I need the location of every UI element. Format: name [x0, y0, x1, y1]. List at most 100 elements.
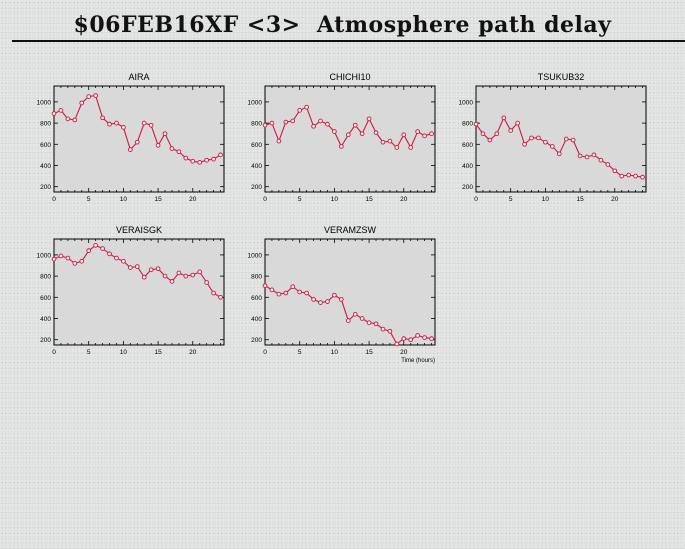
data-point [429, 131, 434, 137]
data-point [283, 119, 289, 125]
data-point [121, 124, 126, 130]
data-point [290, 284, 296, 290]
y-tick-label: 400 [251, 316, 262, 323]
data-point [65, 116, 71, 122]
data-point [148, 267, 154, 273]
data-point [162, 131, 168, 137]
data-point [86, 94, 92, 99]
data-point [536, 135, 541, 141]
data-point [72, 261, 78, 266]
y-tick-label: 400 [40, 316, 51, 323]
y-tick-label: 1000 [37, 99, 52, 106]
x-tick-label: 5 [298, 196, 302, 203]
data-point [197, 269, 203, 275]
data-point [415, 333, 421, 338]
data-point [529, 135, 534, 141]
chart-title: CHICHI10 [329, 72, 370, 82]
data-point [366, 320, 372, 326]
data-point [100, 246, 105, 251]
data-point [352, 122, 358, 128]
y-tick-label: 1000 [248, 252, 263, 259]
data-point [100, 115, 105, 121]
data-point [352, 311, 358, 317]
y-tick-label: 400 [251, 163, 262, 170]
x-tick-label: 5 [87, 196, 91, 203]
data-point [311, 123, 316, 129]
data-point [58, 253, 64, 259]
data-point [345, 132, 351, 138]
page-title: $06FEB16XF <3> Atmosphere path delay [73, 12, 612, 38]
data-point [114, 120, 119, 126]
data-point [494, 131, 500, 137]
data-point [480, 131, 486, 137]
y-tick-label: 200 [251, 337, 262, 344]
data-point [626, 172, 632, 178]
plot-frame [264, 85, 436, 193]
data-point [318, 118, 323, 124]
x-tick-label: 0 [52, 349, 56, 356]
data-point [584, 154, 590, 160]
data-point [501, 115, 507, 121]
y-tick-label: 800 [251, 274, 262, 281]
y-tick-label: 600 [251, 295, 262, 302]
data-point [543, 139, 548, 145]
x-tick-label: 5 [509, 196, 513, 203]
x-tick-label: 0 [263, 196, 267, 203]
y-tick-label: 1000 [459, 99, 474, 106]
x-tick-label: 5 [87, 349, 91, 356]
plot-frame [53, 238, 225, 346]
data-point [473, 121, 479, 127]
data-point [290, 118, 296, 124]
x-tick-label: 10 [542, 196, 550, 203]
x-tick-label: 15 [154, 349, 162, 356]
data-point [549, 144, 555, 149]
chart-title: TSUKUB32 [538, 72, 585, 82]
chart-panel-tsukub32: TSUKUB32 200 400 600 800 1000 0 5 10 15 20 [459, 72, 647, 203]
x-tick-label: 5 [298, 349, 302, 356]
data-point [304, 104, 309, 110]
x-tick-label: 15 [576, 196, 584, 203]
data-point [141, 120, 147, 126]
data-point [605, 162, 611, 167]
data-point [276, 138, 282, 144]
data-point [487, 137, 493, 143]
data-point [183, 273, 189, 279]
data-point [169, 146, 175, 151]
y-tick-label: 600 [40, 142, 51, 149]
data-point [359, 131, 365, 137]
data-point [141, 274, 147, 280]
data-point [65, 255, 71, 261]
data-point [155, 143, 161, 148]
data-point [134, 139, 140, 145]
data-point [58, 108, 64, 113]
data-point [197, 159, 203, 165]
data-point [269, 287, 275, 293]
data-point [107, 121, 112, 127]
data-point [508, 128, 514, 133]
data-point [325, 299, 330, 304]
chart-panel-veramzsw: VERAMZSW 200 400 600 800 1000 0 5 10 15 20 Time (ho… [248, 225, 436, 364]
y-tick-label: 1000 [37, 252, 52, 259]
data-point [169, 279, 175, 284]
data-point [563, 136, 569, 142]
chart-title: VERAISGK [116, 225, 162, 235]
data-point [204, 280, 210, 285]
data-point [429, 336, 434, 341]
data-point [577, 153, 583, 159]
data-point [522, 141, 527, 147]
data-point [218, 152, 223, 158]
data-point [394, 145, 400, 150]
data-point [127, 265, 133, 270]
plot-frame [264, 238, 436, 346]
data-point [121, 258, 126, 264]
data-point [93, 243, 98, 248]
data-point [51, 256, 57, 262]
y-tick-label: 800 [462, 121, 473, 128]
y-tick-label: 200 [40, 337, 51, 344]
data-point [401, 336, 407, 341]
data-point [162, 273, 168, 279]
data-point [127, 147, 133, 152]
chart-panel-veraisgk: VERAISGK 200 400 600 800 1000 0 5 10 15 20 [37, 225, 225, 356]
x-tick-label: 15 [365, 349, 373, 356]
y-tick-label: 200 [40, 184, 51, 191]
